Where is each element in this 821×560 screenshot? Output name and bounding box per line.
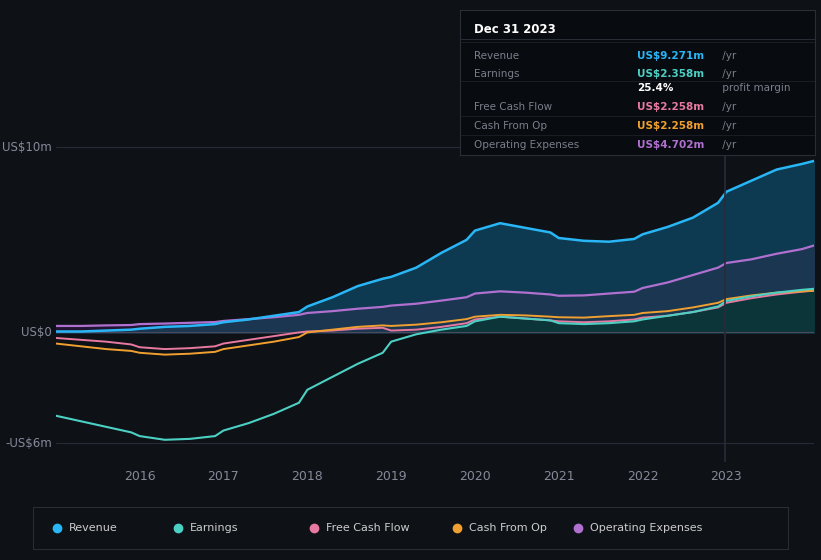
- Text: US$2.258m: US$2.258m: [637, 102, 704, 112]
- Text: 25.4%: 25.4%: [637, 83, 674, 94]
- Text: Cash From Op: Cash From Op: [475, 121, 548, 131]
- Text: US$2.358m: US$2.358m: [637, 69, 704, 79]
- Text: US$9.271m: US$9.271m: [637, 52, 704, 62]
- Text: Free Cash Flow: Free Cash Flow: [326, 523, 410, 533]
- Text: Free Cash Flow: Free Cash Flow: [475, 102, 553, 112]
- Text: Operating Expenses: Operating Expenses: [475, 140, 580, 150]
- Text: -US$6m: -US$6m: [5, 437, 52, 450]
- Text: Revenue: Revenue: [69, 523, 118, 533]
- Text: Revenue: Revenue: [475, 52, 520, 62]
- Text: /yr: /yr: [719, 52, 736, 62]
- Text: Earnings: Earnings: [190, 523, 238, 533]
- Text: US$2.258m: US$2.258m: [637, 121, 704, 131]
- Text: US$0: US$0: [21, 326, 52, 339]
- Text: /yr: /yr: [719, 69, 736, 79]
- Text: Dec 31 2023: Dec 31 2023: [475, 23, 556, 36]
- Text: Operating Expenses: Operating Expenses: [590, 523, 703, 533]
- Text: /yr: /yr: [719, 140, 736, 150]
- Text: US$4.702m: US$4.702m: [637, 140, 705, 150]
- Text: Earnings: Earnings: [475, 69, 520, 79]
- Text: US$10m: US$10m: [2, 141, 52, 154]
- Text: Cash From Op: Cash From Op: [470, 523, 548, 533]
- Text: /yr: /yr: [719, 121, 736, 131]
- Text: profit margin: profit margin: [719, 83, 791, 94]
- Text: /yr: /yr: [719, 102, 736, 112]
